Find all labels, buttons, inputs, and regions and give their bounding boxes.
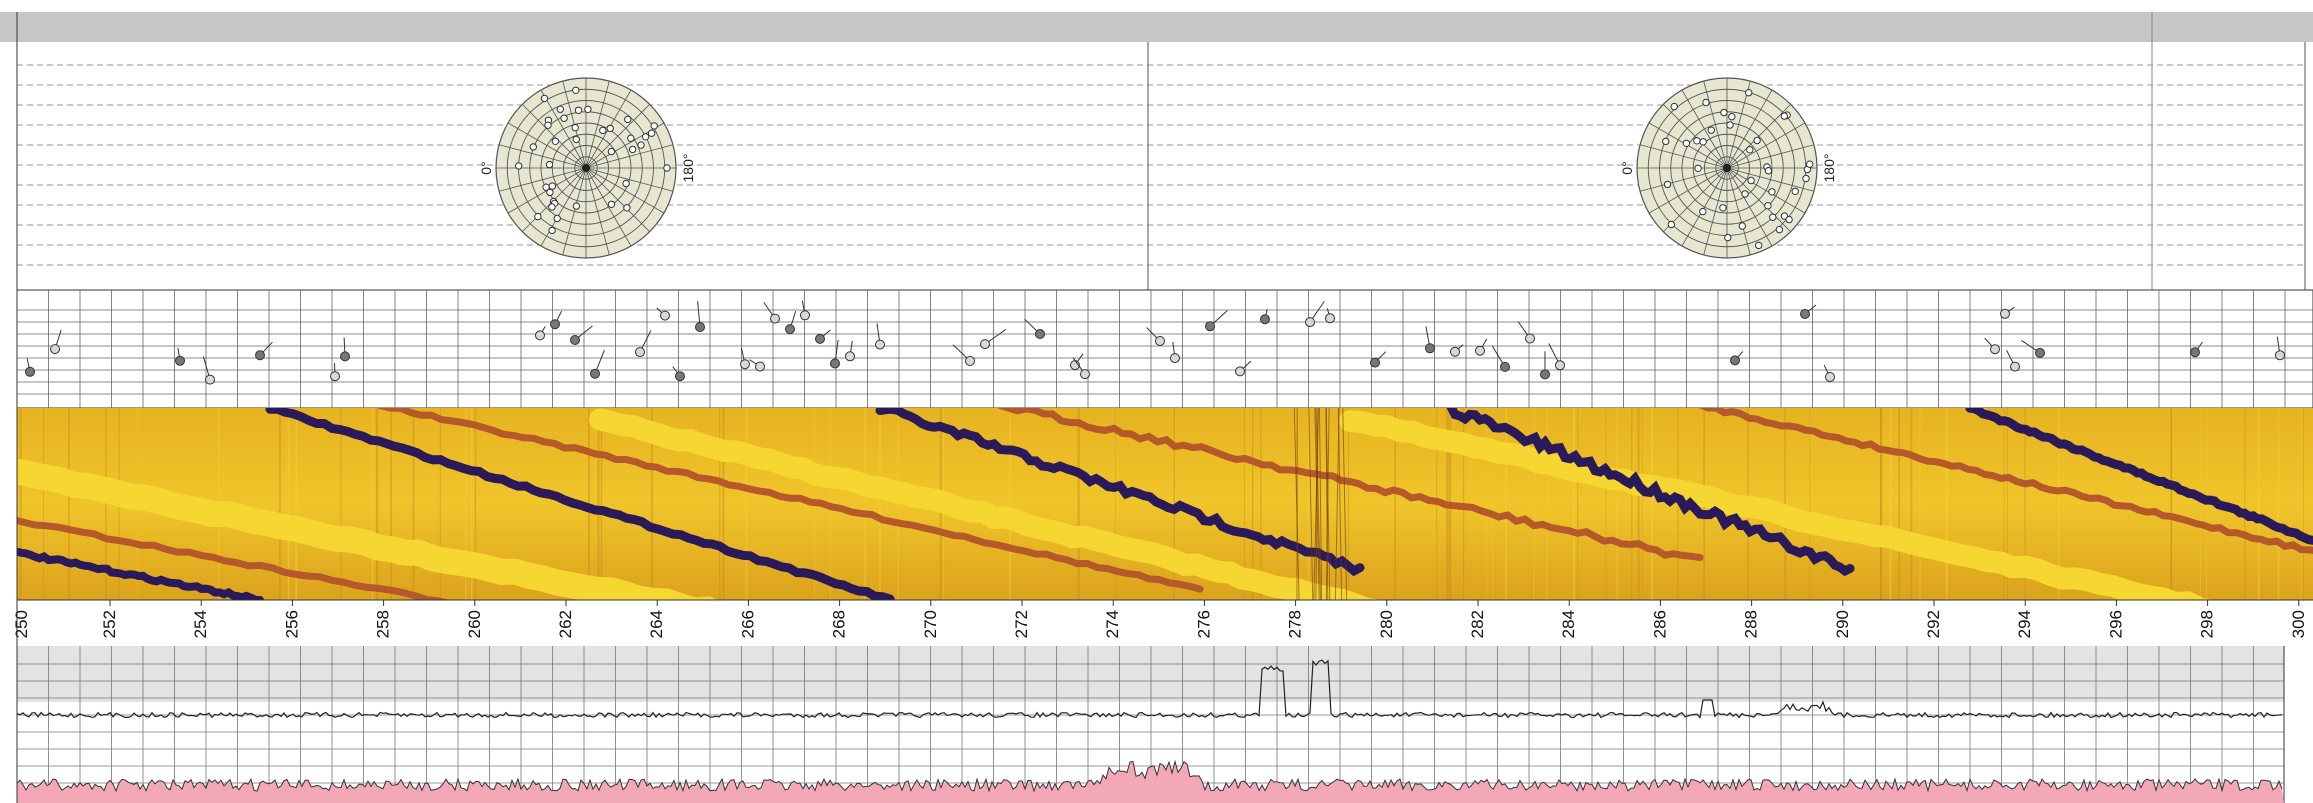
stereonet-right-label: 180°: [680, 154, 696, 183]
depth-label: 284: [1559, 610, 1578, 638]
depth-label: 274: [1103, 610, 1122, 638]
stereonet-panel: 0° 180° 0° 180°: [17, 12, 2307, 290]
depth-label: 268: [830, 610, 849, 638]
stereonet-1: 0° 180°: [478, 77, 696, 259]
depth-label: 252: [100, 610, 119, 638]
depth-label: 298: [2198, 610, 2217, 638]
depth-label: 276: [1194, 610, 1213, 638]
stereonet-2: 0° 180°: [1619, 77, 1837, 259]
depth-label: 286: [1650, 610, 1669, 638]
borehole-image-track: [17, 408, 2313, 600]
depth-label: 258: [374, 610, 393, 638]
lower-log-fill: [17, 761, 2284, 803]
depth-label: 290: [1833, 610, 1852, 638]
upper-log-curve: [16, 659, 2283, 719]
depth-label: 292: [1924, 610, 1943, 638]
stereonet-left-label: 0°: [1619, 161, 1635, 174]
stereonet-right-label: 180°: [1821, 154, 1837, 183]
depth-label: 288: [1742, 610, 1761, 638]
depth-label: 260: [465, 610, 484, 638]
depth-label: 266: [738, 610, 757, 638]
depth-label: 280: [1377, 610, 1396, 638]
curve-track: [16, 646, 2313, 803]
stereonet-gridlines: [17, 64, 2305, 266]
depth-label: 294: [2015, 610, 2034, 638]
depth-label: 264: [647, 610, 666, 638]
depth-label-partial: 250: [12, 610, 31, 638]
depth-label: 262: [556, 610, 575, 638]
depth-label: 254: [191, 610, 210, 638]
depth-label: 256: [282, 610, 301, 638]
tadpole-markers: [25, 300, 2285, 385]
depth-label: 300: [2289, 610, 2308, 638]
depth-ruler: 252 254 256 258 260 262 264 266 268 270 272 274 276 2…: [12, 599, 2313, 646]
stereonet-left-label: 0°: [478, 161, 494, 174]
depth-label: 282: [1468, 610, 1487, 638]
depth-label: 278: [1286, 610, 1305, 638]
depth-label: 296: [2106, 610, 2125, 638]
tadpole-track: [16, 289, 2313, 409]
depth-label: 272: [1012, 610, 1031, 638]
lower-log-curve: [16, 759, 2283, 793]
tadpole-grid: [16, 290, 2313, 408]
depth-label: 270: [921, 610, 940, 638]
